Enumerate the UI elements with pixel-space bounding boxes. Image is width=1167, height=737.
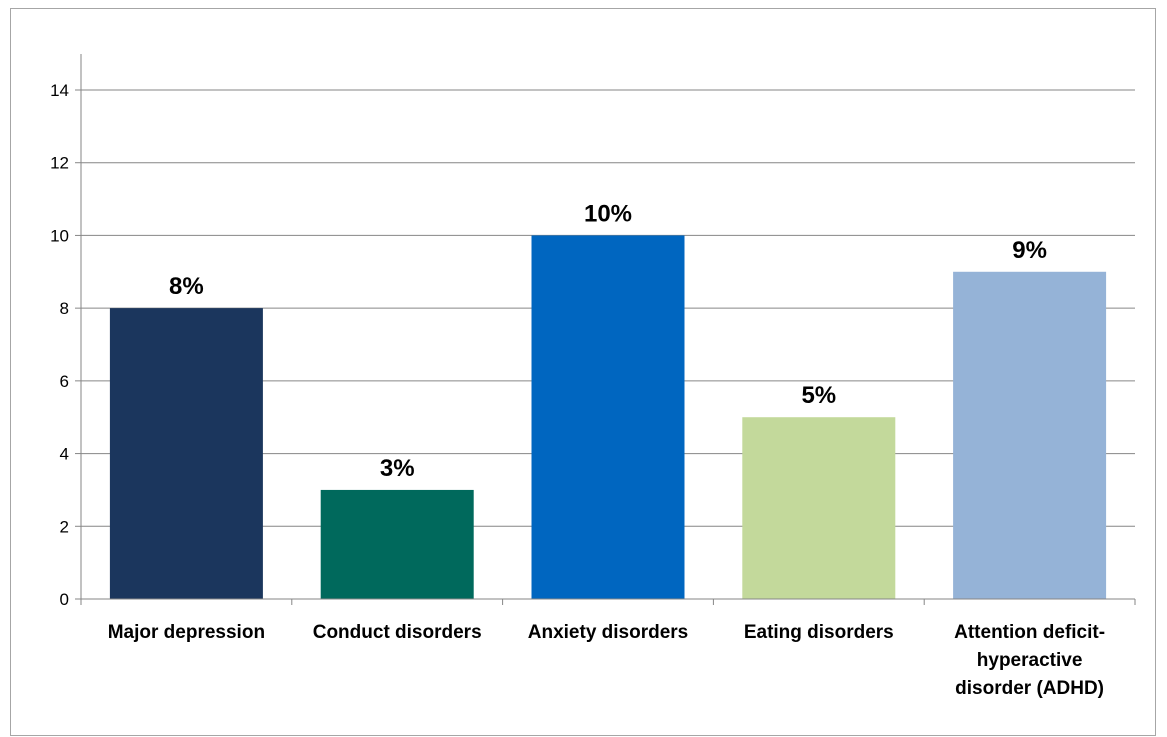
y-tick-label: 0 [60, 590, 69, 609]
bar-2 [531, 235, 685, 599]
bar-3 [742, 417, 896, 599]
y-tick-label: 12 [50, 154, 69, 173]
bar-4 [953, 271, 1107, 599]
y-tick-label: 8 [60, 299, 69, 318]
category-label-2: Anxiety disorders [528, 622, 689, 643]
category-label-0: Major depression [108, 622, 265, 643]
x-axis-category-labels: Major depression Conduct disorders Anxiety… [108, 622, 1105, 699]
category-label-line: Conduct disorders [313, 622, 482, 643]
bar-0 [109, 308, 263, 599]
category-label-line: hyperactive [977, 650, 1083, 671]
category-label-line: disorder (ADHD) [955, 678, 1104, 699]
category-label-line: Anxiety disorders [528, 622, 689, 643]
data-label-0: 8% [169, 273, 204, 300]
bar-1 [320, 489, 474, 599]
y-tick-label: 4 [60, 445, 69, 464]
category-label-line: Attention deficit- [954, 622, 1105, 643]
data-label-2: 10% [584, 200, 632, 227]
y-tick-label: 6 [60, 372, 69, 391]
y-tick-label: 10 [50, 226, 69, 245]
axes [75, 54, 1136, 605]
data-label-4: 9% [1012, 237, 1047, 264]
data-labels: 8% 3% 10% 5% 9% [169, 200, 1047, 482]
category-label-4: Attention deficit-hyperactive disorder (A… [954, 622, 1105, 699]
data-label-3: 5% [801, 382, 836, 409]
data-label-1: 3% [380, 455, 415, 482]
y-axis-tick-labels: 0 2 4 6 8 10 12 14 [50, 81, 69, 609]
y-tick-label: 14 [50, 81, 69, 100]
category-label-1: Conduct disorders [313, 622, 482, 643]
y-tick-label: 2 [60, 517, 69, 536]
category-label-line: Eating disorders [744, 622, 894, 643]
category-label-3: Eating disorders [744, 622, 894, 643]
category-label-line: Major depression [108, 622, 265, 643]
bars [109, 235, 1107, 599]
